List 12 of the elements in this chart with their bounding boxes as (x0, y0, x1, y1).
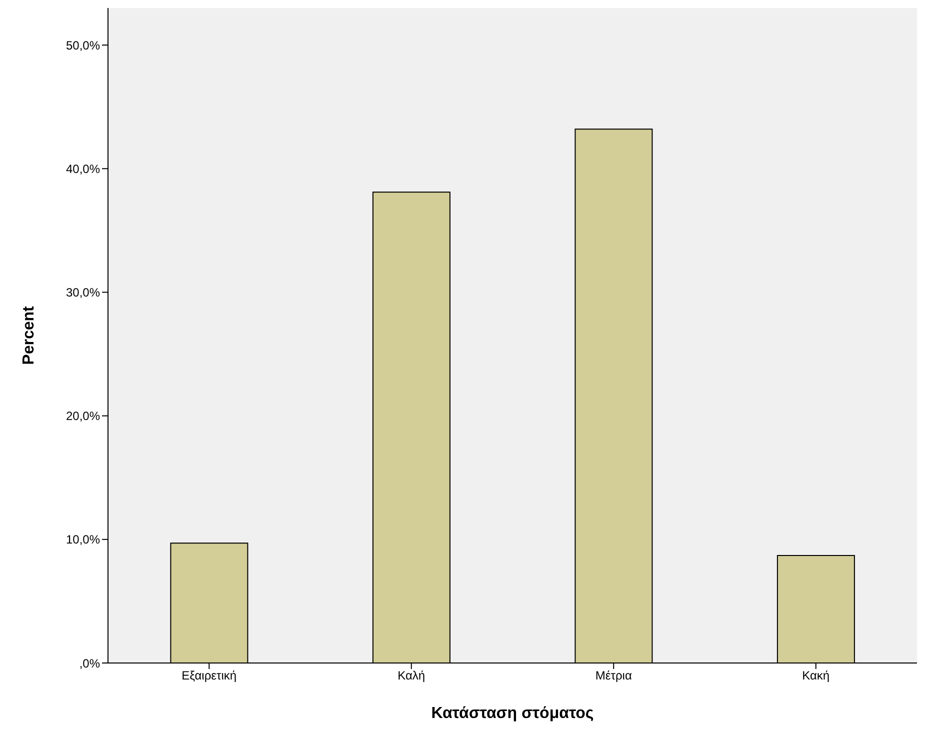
y-tick-label: 10,0% (66, 532, 100, 547)
y-tick-label: 50,0% (66, 38, 100, 52)
y-tick-label: 40,0% (66, 162, 100, 176)
x-axis-title: Κατάσταση στόματος (431, 705, 594, 722)
x-tick-label: Εξαιρετική (182, 668, 237, 683)
y-tick-label: 20,0% (66, 409, 100, 424)
y-tick-label: 30,0% (66, 286, 100, 300)
x-tick-label: Μέτρια (595, 668, 632, 683)
x-tick-label: Καλή (398, 668, 426, 683)
y-axis-title: Percent (20, 305, 38, 365)
x-tick-label: Κακή (802, 668, 830, 683)
y-tick-label: ,0% (79, 656, 100, 670)
